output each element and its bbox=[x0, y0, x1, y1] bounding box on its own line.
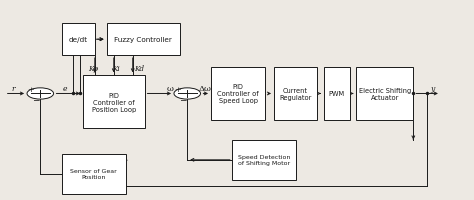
Bar bbox=[324, 68, 350, 120]
Text: r: r bbox=[11, 85, 15, 93]
Bar bbox=[83, 76, 145, 128]
Bar bbox=[107, 24, 180, 56]
Text: Electric Shifting
Actuator: Electric Shifting Actuator bbox=[359, 88, 411, 100]
Text: de/dt: de/dt bbox=[69, 37, 88, 43]
Bar bbox=[62, 24, 95, 56]
Text: Current
Regulator: Current Regulator bbox=[279, 88, 311, 100]
Bar bbox=[274, 68, 317, 120]
Text: +: + bbox=[174, 85, 181, 93]
Bar bbox=[356, 68, 413, 120]
Bar bbox=[62, 154, 126, 194]
Text: PID
Controller of
Position Loop: PID Controller of Position Loop bbox=[91, 92, 136, 112]
Text: ω: ω bbox=[166, 85, 173, 93]
Text: y: y bbox=[430, 85, 434, 93]
Text: −: − bbox=[179, 95, 186, 103]
Circle shape bbox=[174, 88, 201, 100]
Bar bbox=[211, 68, 265, 120]
Text: Δω: Δω bbox=[198, 85, 211, 93]
Text: Kp: Kp bbox=[88, 65, 98, 73]
Bar bbox=[232, 140, 296, 180]
Text: PID
Controller of
Speed Loop: PID Controller of Speed Loop bbox=[218, 84, 259, 104]
Text: PWM: PWM bbox=[328, 91, 345, 97]
Text: e: e bbox=[63, 85, 68, 93]
Circle shape bbox=[27, 88, 54, 100]
Text: Kd: Kd bbox=[134, 65, 145, 73]
Text: Sensor of Gear
Position: Sensor of Gear Position bbox=[70, 169, 117, 179]
Text: −: − bbox=[32, 95, 40, 103]
Text: Ki: Ki bbox=[112, 65, 120, 73]
Text: Speed Detection
of Shifting Motor: Speed Detection of Shifting Motor bbox=[238, 155, 291, 165]
Text: +: + bbox=[27, 85, 34, 93]
Text: Fuzzy Controller: Fuzzy Controller bbox=[114, 37, 173, 43]
